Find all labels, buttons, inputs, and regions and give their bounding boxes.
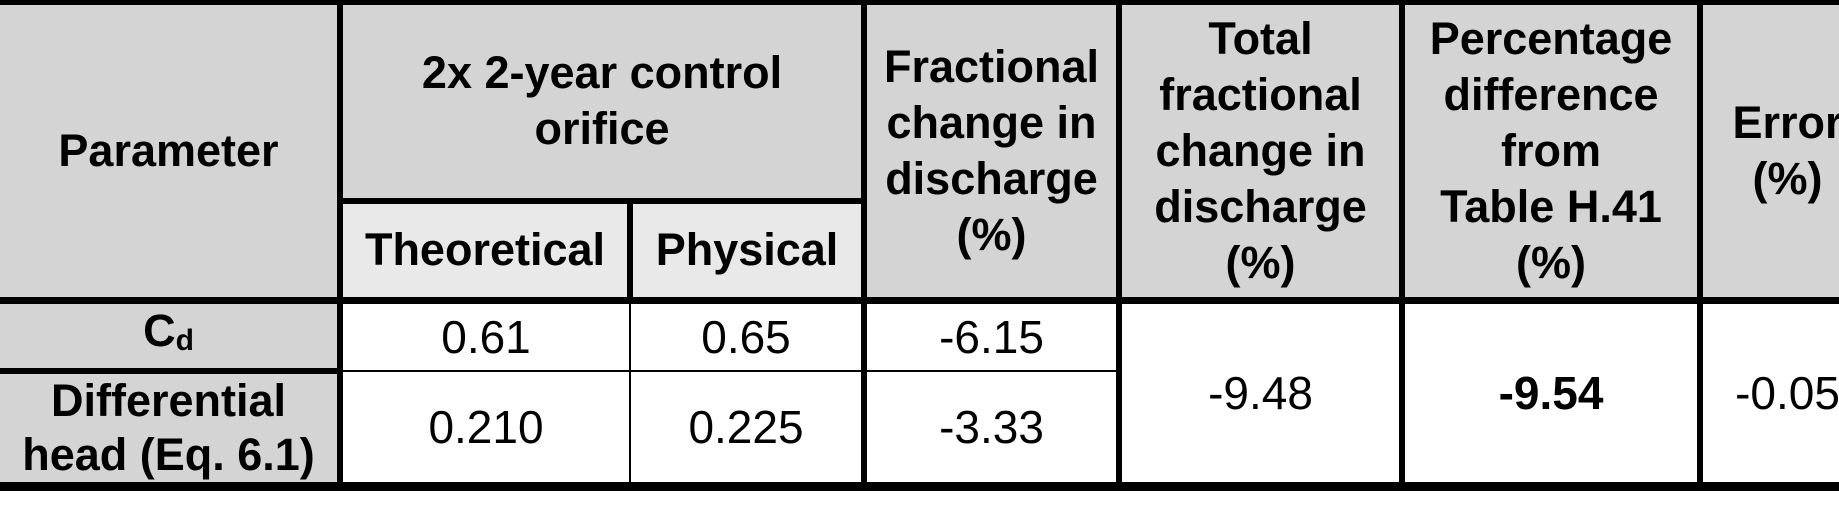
header-row-top: Parameter 2x 2-year control orifice Frac… <box>0 2 1839 304</box>
cell-physical-cd-value: 0.65 <box>701 310 791 363</box>
col-header-total-fractional-change-label: Total fractional change in discharge (%) <box>1154 13 1367 288</box>
table-row-differential-head: Differential head (Eq. 6.1) 0.210 0.225 … <box>0 371 1839 487</box>
cell-fractional-change-cd-value: -6.15 <box>939 310 1044 363</box>
col-header-percentage-difference-label: Percentage difference from Table H.41 (%… <box>1429 13 1673 288</box>
cell-physical-differential: 0.225 <box>630 371 867 487</box>
cell-fractional-change-differential: -3.33 <box>861 371 1122 487</box>
cell-percentage-difference-value: -9.54 <box>1498 366 1604 419</box>
cell-error-value: -0.05 <box>1735 366 1839 419</box>
cell-error: -0.05 <box>1697 300 1839 487</box>
col-header-group-orifice: 2x 2-year control orifice <box>340 2 867 204</box>
col-header-percentage-difference: Percentage difference from Table H.41 (%… <box>1399 2 1703 304</box>
cell-total-fractional-change-value: -9.48 <box>1208 366 1313 419</box>
cell-total-fractional-change: -9.48 <box>1116 300 1405 487</box>
row-label-cd-subscript: d <box>175 324 194 357</box>
row-label-cd-main: C <box>143 305 176 356</box>
cell-physical-differential-value: 0.225 <box>688 400 804 453</box>
col-header-error: Error (%) <box>1697 2 1839 304</box>
row-label-differential-head: Differential head (Eq. 6.1) <box>0 371 343 487</box>
col-header-group-orifice-label: 2x 2-year control orifice <box>421 47 783 155</box>
col-header-theoretical-label: Theoretical <box>364 224 606 276</box>
col-header-total-fractional-change: Total fractional change in discharge (%) <box>1116 2 1405 304</box>
row-label-cd: Cd <box>0 300 343 374</box>
header-row-sub: Theoretical Physical <box>0 200 1839 304</box>
table-row-cd: Cd 0.61 0.65 -6.15 -9.48 -9.54 - <box>0 300 1839 487</box>
col-header-physical-label: Physical <box>655 224 839 276</box>
cell-theoretical-cd-value: 0.61 <box>441 310 531 363</box>
cell-theoretical-differential-value: 0.210 <box>428 400 544 453</box>
cell-theoretical-differential: 0.210 <box>340 371 631 487</box>
col-header-fractional-change: Fractional change in discharge (%) <box>861 2 1122 304</box>
results-table: Parameter 2x 2-year control orifice Frac… <box>0 0 1839 491</box>
col-header-error-label: Error (%) <box>1732 97 1839 204</box>
cell-fractional-change-differential-value: -3.33 <box>939 400 1044 453</box>
col-header-parameter: Parameter <box>0 2 343 304</box>
cell-physical-cd: 0.65 <box>630 300 867 372</box>
col-header-parameter-label: Parameter <box>58 125 279 176</box>
cell-percentage-difference: -9.54 <box>1399 300 1703 487</box>
col-header-physical: Physical <box>630 200 867 304</box>
cell-fractional-change-cd: -6.15 <box>861 300 1122 372</box>
row-label-differential-head-text: Differential head (Eq. 6.1) <box>22 375 315 480</box>
col-header-fractional-change-label: Fractional change in discharge (%) <box>883 41 1100 260</box>
cell-theoretical-cd: 0.61 <box>340 300 631 372</box>
col-header-theoretical: Theoretical <box>337 200 633 304</box>
